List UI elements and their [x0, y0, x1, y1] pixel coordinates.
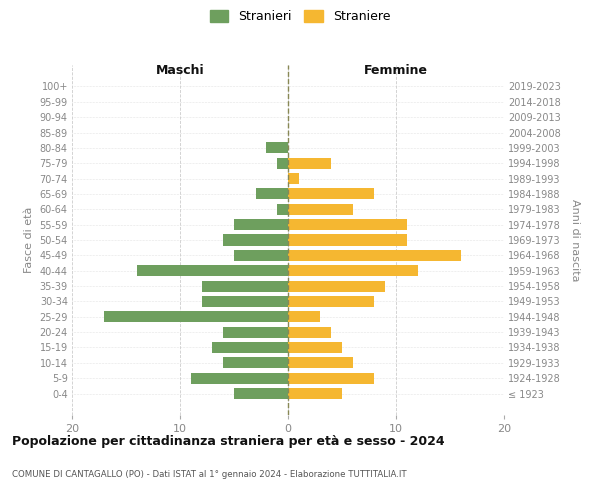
Bar — [223, 358, 288, 368]
Bar — [288, 312, 320, 322]
Bar — [288, 342, 342, 353]
Bar — [223, 326, 288, 338]
Bar — [288, 388, 342, 399]
Bar — [288, 326, 331, 338]
Bar — [202, 296, 288, 307]
Bar — [104, 312, 288, 322]
Bar — [277, 158, 288, 168]
Text: Popolazione per cittadinanza straniera per età e sesso - 2024: Popolazione per cittadinanza straniera p… — [12, 435, 445, 448]
Bar — [277, 204, 288, 215]
Bar — [288, 296, 374, 307]
Bar — [288, 219, 407, 230]
Text: Femmine: Femmine — [364, 64, 428, 77]
Bar — [288, 158, 331, 168]
Legend: Stranieri, Straniere: Stranieri, Straniere — [206, 6, 394, 27]
Text: Maschi: Maschi — [155, 64, 205, 77]
Bar — [288, 358, 353, 368]
Bar — [137, 265, 288, 276]
Bar — [266, 142, 288, 154]
Bar — [234, 219, 288, 230]
Text: COMUNE DI CANTAGALLO (PO) - Dati ISTAT al 1° gennaio 2024 - Elaborazione TUTTITA: COMUNE DI CANTAGALLO (PO) - Dati ISTAT a… — [12, 470, 407, 479]
Bar — [256, 188, 288, 200]
Bar — [288, 265, 418, 276]
Bar — [223, 234, 288, 246]
Y-axis label: Fasce di età: Fasce di età — [24, 207, 34, 273]
Bar — [234, 250, 288, 261]
Bar — [212, 342, 288, 353]
Bar — [288, 234, 407, 246]
Bar — [191, 372, 288, 384]
Bar — [288, 280, 385, 291]
Bar — [288, 250, 461, 261]
Y-axis label: Anni di nascita: Anni di nascita — [571, 198, 580, 281]
Bar — [288, 188, 374, 200]
Bar — [288, 173, 299, 184]
Bar — [288, 204, 353, 215]
Bar — [202, 280, 288, 291]
Bar — [234, 388, 288, 399]
Bar — [288, 372, 374, 384]
